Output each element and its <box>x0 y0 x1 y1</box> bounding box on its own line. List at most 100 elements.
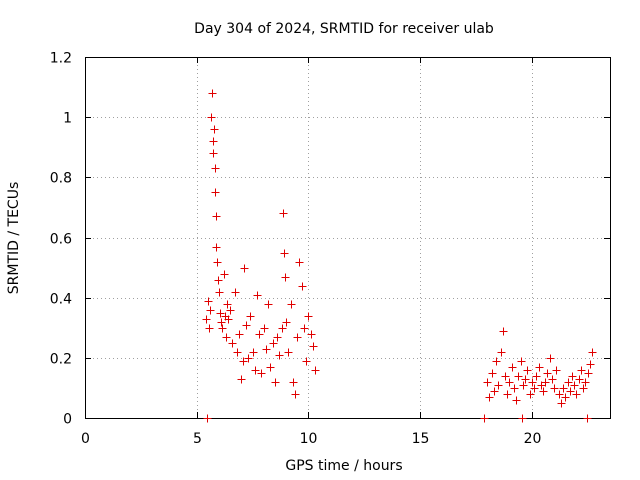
data-point <box>561 393 570 402</box>
data-point <box>485 393 494 402</box>
data-point <box>231 288 240 297</box>
data-point <box>249 348 258 357</box>
data-point <box>517 357 526 366</box>
data-point <box>257 369 266 378</box>
data-point <box>205 324 214 333</box>
data-point <box>546 354 555 363</box>
data-point <box>253 291 262 300</box>
data-point <box>568 372 577 381</box>
data-point <box>211 188 220 197</box>
data-point <box>262 345 271 354</box>
data-point <box>577 366 586 375</box>
data-point <box>588 348 597 357</box>
data-point <box>309 342 318 351</box>
data-point <box>490 387 499 396</box>
data-point <box>483 378 492 387</box>
data-point <box>480 414 489 423</box>
data-point <box>298 282 307 291</box>
data-point <box>242 321 251 330</box>
data-point <box>311 366 320 375</box>
data-point <box>208 89 217 98</box>
data-point <box>584 369 593 378</box>
data-point <box>579 384 588 393</box>
data-point <box>543 369 552 378</box>
data-point <box>228 339 237 348</box>
data-point <box>514 372 523 381</box>
data-point <box>572 390 581 399</box>
data-point <box>251 366 260 375</box>
data-points <box>202 89 597 423</box>
data-point <box>215 288 224 297</box>
data-point <box>501 372 510 381</box>
data-point <box>202 315 211 324</box>
x-tick-labels: 0 5 10 15 20 <box>81 431 541 447</box>
y-tick-label: 0.8 <box>50 171 72 187</box>
data-point <box>212 212 221 221</box>
data-point <box>550 384 559 393</box>
data-point <box>211 164 220 173</box>
data-point <box>216 309 225 318</box>
data-point <box>273 333 282 342</box>
data-point <box>278 324 287 333</box>
data-point <box>209 149 218 158</box>
data-point <box>235 330 244 339</box>
data-point <box>226 306 235 315</box>
data-point <box>222 333 231 342</box>
data-point <box>492 357 501 366</box>
data-point <box>539 387 548 396</box>
data-point <box>266 363 275 372</box>
data-point <box>535 363 544 372</box>
data-point <box>566 387 575 396</box>
data-point <box>282 318 291 327</box>
data-point <box>302 357 311 366</box>
x-tick-label: 15 <box>412 431 430 447</box>
data-point <box>557 399 566 408</box>
chart-title: Day 304 of 2024, SRMTID for receiver ula… <box>194 21 494 37</box>
data-point <box>204 297 213 306</box>
data-point <box>488 369 497 378</box>
data-point <box>217 318 226 327</box>
data-point <box>289 378 298 387</box>
data-point <box>518 414 527 423</box>
y-tick-labels: 0 0.2 0.4 0.6 0.8 1 1.2 <box>50 51 72 428</box>
data-point <box>564 378 573 387</box>
data-point <box>510 384 519 393</box>
data-point <box>275 351 284 360</box>
data-point <box>240 264 249 273</box>
data-point <box>213 258 222 267</box>
data-point <box>307 330 316 339</box>
data-point <box>583 414 592 423</box>
data-point <box>206 306 215 315</box>
data-point <box>552 366 561 375</box>
data-point <box>207 113 216 122</box>
data-point <box>519 381 528 390</box>
data-point <box>521 375 530 384</box>
data-point <box>494 381 503 390</box>
data-point <box>526 390 535 399</box>
data-point <box>503 390 512 399</box>
data-point <box>291 390 300 399</box>
data-point <box>570 381 579 390</box>
data-point <box>559 384 568 393</box>
data-point <box>260 324 269 333</box>
data-point <box>269 339 278 348</box>
y-tick-label: 0.2 <box>50 352 72 368</box>
data-point <box>508 363 517 372</box>
axis-ticks <box>85 57 610 419</box>
data-point <box>218 324 227 333</box>
data-point <box>264 300 273 309</box>
data-point <box>212 243 221 252</box>
y-tick-label: 1.2 <box>50 51 72 67</box>
data-point <box>528 378 537 387</box>
y-tick-label: 0.6 <box>50 232 72 248</box>
data-point <box>239 357 248 366</box>
data-point <box>280 249 289 258</box>
data-point <box>300 324 309 333</box>
data-point <box>523 366 532 375</box>
data-point <box>295 258 304 267</box>
data-point <box>279 209 288 218</box>
data-point <box>548 375 557 384</box>
data-point <box>224 315 233 324</box>
grid <box>85 57 610 418</box>
